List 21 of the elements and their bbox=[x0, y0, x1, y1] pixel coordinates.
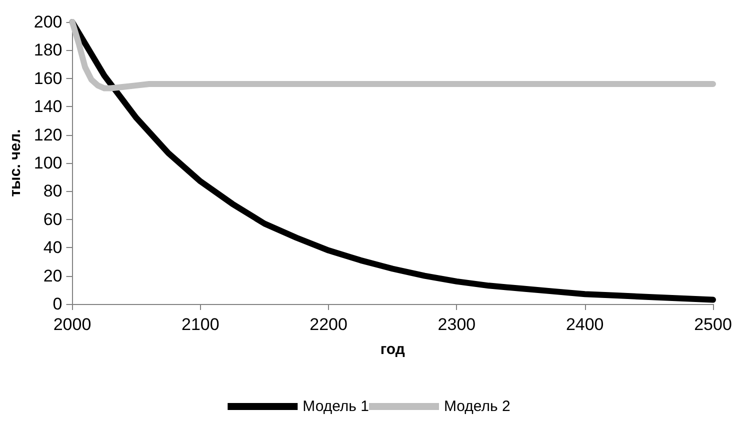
y-tick-label: 180 bbox=[34, 40, 62, 60]
x-tick-label: 2400 bbox=[566, 315, 604, 334]
y-tick-label: 140 bbox=[34, 97, 62, 116]
x-tick-label: 2500 bbox=[694, 315, 732, 334]
x-tick-label: 2300 bbox=[438, 315, 476, 334]
x-tick-label: 2000 bbox=[53, 315, 92, 334]
x-axis-title: год bbox=[380, 341, 406, 358]
y-tick-label: 60 bbox=[43, 210, 62, 229]
x-tick-label: 2200 bbox=[310, 315, 348, 334]
legend-label: Модель 2 bbox=[444, 398, 510, 415]
y-tick-label: 160 bbox=[34, 68, 62, 88]
x-tick-label: 2100 bbox=[181, 315, 220, 334]
y-axis-title: тыс. чел. bbox=[7, 129, 24, 197]
y-tick-label: 80 bbox=[43, 182, 62, 201]
y-tick-label: 40 bbox=[43, 238, 62, 258]
y-tick-label: 120 bbox=[34, 125, 62, 144]
y-tick-label: 20 bbox=[43, 266, 62, 286]
y-tick-label: 0 bbox=[52, 294, 62, 314]
legend-label: Модель 1 bbox=[302, 398, 370, 415]
y-tick-label: 200 bbox=[34, 12, 62, 32]
y-tick-label: 100 bbox=[34, 154, 62, 172]
